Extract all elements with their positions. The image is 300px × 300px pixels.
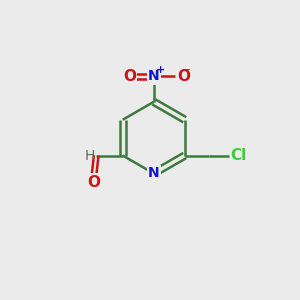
Text: N: N	[148, 167, 160, 180]
Text: O: O	[177, 69, 190, 84]
Text: O: O	[87, 175, 100, 190]
Text: ⁻: ⁻	[183, 66, 189, 79]
Text: +: +	[156, 65, 165, 75]
Text: N: N	[148, 69, 160, 83]
Text: O: O	[123, 69, 136, 84]
Text: Cl: Cl	[230, 148, 246, 163]
Text: H: H	[85, 148, 95, 163]
